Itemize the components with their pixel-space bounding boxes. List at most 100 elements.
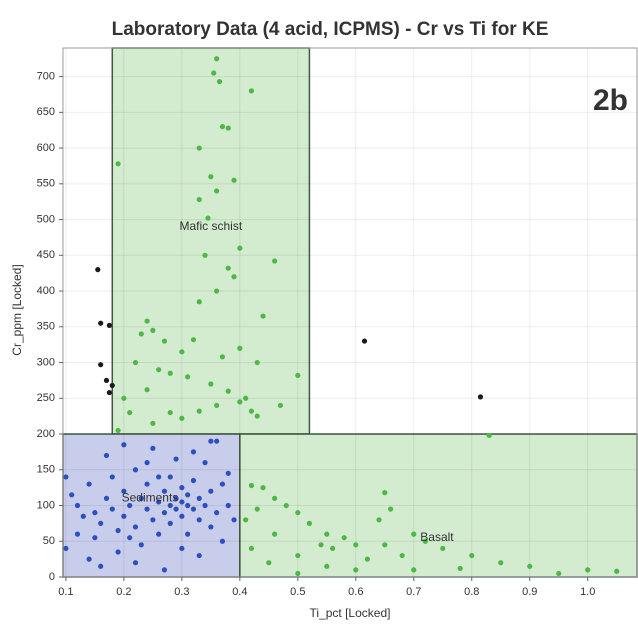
point xyxy=(63,545,69,552)
x-tick-label: 0.9 xyxy=(522,586,537,598)
point xyxy=(361,338,368,344)
point xyxy=(106,389,112,396)
point xyxy=(115,527,121,534)
point xyxy=(243,517,249,523)
point xyxy=(219,354,226,360)
point xyxy=(231,274,237,280)
point xyxy=(214,402,220,409)
point xyxy=(585,567,591,573)
point xyxy=(376,517,382,523)
point xyxy=(161,338,168,344)
point xyxy=(382,542,388,548)
regions xyxy=(62,47,638,578)
point xyxy=(353,542,359,548)
point xyxy=(63,474,69,480)
point xyxy=(161,567,168,573)
x-tick-label: 0.6 xyxy=(348,586,363,598)
region-label: Mafic schist xyxy=(180,219,243,233)
y-tick-label: 600 xyxy=(37,142,55,154)
point xyxy=(190,477,197,484)
point xyxy=(248,482,255,489)
point xyxy=(196,196,202,203)
point xyxy=(272,258,278,264)
point xyxy=(208,524,214,530)
point xyxy=(196,299,202,305)
point xyxy=(185,374,191,380)
point xyxy=(237,345,243,351)
point xyxy=(219,481,226,487)
point xyxy=(208,174,214,180)
point xyxy=(185,492,191,498)
point xyxy=(237,245,243,251)
point xyxy=(144,318,150,324)
point xyxy=(127,502,133,509)
point xyxy=(80,513,86,519)
x-tick-label: 1.0 xyxy=(580,586,595,598)
point xyxy=(109,474,115,480)
point xyxy=(150,445,156,451)
y-tick-label: 200 xyxy=(37,428,55,440)
point xyxy=(121,513,127,519)
point xyxy=(109,506,115,512)
point xyxy=(225,265,231,271)
point xyxy=(121,442,127,448)
point xyxy=(556,570,562,577)
labels: Mafic schist Sediments Basalt 0.1 0.2 0.3 0.4 0… xyxy=(37,71,596,598)
y-tick-label: 450 xyxy=(37,249,55,261)
point xyxy=(179,349,185,355)
point xyxy=(156,499,162,505)
point xyxy=(353,567,359,573)
point xyxy=(614,568,620,574)
point xyxy=(127,535,133,541)
point xyxy=(382,490,388,496)
x-tick-label: 0.5 xyxy=(290,586,305,598)
point xyxy=(272,495,278,501)
point xyxy=(219,538,226,544)
point xyxy=(216,78,223,85)
point xyxy=(214,288,220,294)
point xyxy=(237,399,243,405)
point xyxy=(498,560,504,566)
point xyxy=(411,567,417,573)
point xyxy=(121,488,127,494)
point xyxy=(295,570,301,577)
y-axis-title: Cr_ppm [Locked] xyxy=(10,264,24,355)
point xyxy=(295,372,301,379)
point xyxy=(364,556,370,562)
point xyxy=(92,510,98,516)
point xyxy=(103,495,110,501)
region-label: Sediments xyxy=(122,491,179,505)
point xyxy=(196,495,202,501)
point xyxy=(127,409,133,416)
point xyxy=(260,313,266,319)
point xyxy=(179,415,185,421)
point xyxy=(156,531,162,537)
point xyxy=(103,452,110,459)
point xyxy=(86,556,92,562)
point xyxy=(202,460,208,466)
y-tick-label: 650 xyxy=(37,106,55,118)
point xyxy=(225,388,231,394)
point xyxy=(138,331,144,337)
point xyxy=(132,467,139,473)
point xyxy=(202,252,208,258)
point xyxy=(411,531,417,537)
point xyxy=(295,510,301,516)
point xyxy=(69,492,75,498)
point xyxy=(74,531,81,537)
point xyxy=(277,402,284,409)
points xyxy=(63,56,620,577)
point xyxy=(103,377,110,384)
y-tick-label: 400 xyxy=(37,285,55,297)
point xyxy=(74,502,81,509)
point xyxy=(150,420,156,426)
point xyxy=(254,359,260,366)
point xyxy=(219,124,226,130)
point xyxy=(179,485,185,491)
point xyxy=(399,552,405,559)
point xyxy=(167,502,173,509)
point xyxy=(173,506,179,512)
point xyxy=(225,502,231,509)
point xyxy=(318,542,324,548)
